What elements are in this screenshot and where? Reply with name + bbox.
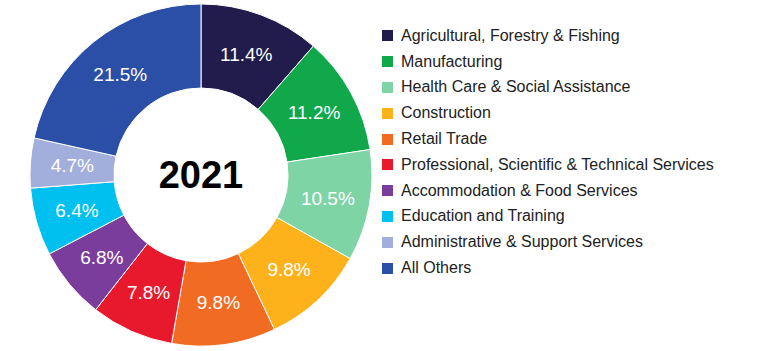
- svg-text:11.4%: 11.4%: [220, 44, 273, 65]
- html-text:All Others: All Others: [401, 259, 472, 277]
- html-text:Accommodation & Food Services: Accommodation & Food Services: [401, 181, 638, 199]
- html-text:2021: 2021: [158, 154, 244, 196]
- html-text:Agricultural, Forestry & Fishi: Agricultural, Forestry & Fishing: [401, 26, 620, 44]
- svg-text:11.2%: 11.2%: [288, 102, 341, 123]
- svg-text:4.7%: 4.7%: [51, 155, 94, 176]
- html-text:Retail Trade: Retail Trade: [401, 130, 488, 148]
- svg-text:9.8%: 9.8%: [267, 259, 310, 280]
- svg-text:9.8%: 9.8%: [197, 292, 240, 313]
- svg-text:21.5%: 21.5%: [93, 64, 147, 85]
- svg-text:7.8%: 7.8%: [127, 282, 170, 303]
- svg-text:10.5%: 10.5%: [301, 188, 355, 209]
- html-text:Health Care & Social Assistanc: Health Care & Social Assistance: [401, 78, 631, 96]
- html-text:Administrative & Support Servi: Administrative & Support Services: [401, 233, 643, 251]
- html-text:Education and Training: Education and Training: [401, 207, 565, 225]
- html-text:Manufacturing: Manufacturing: [401, 52, 503, 70]
- html-text:Professional, Scientific & Tec: Professional, Scientific & Technical Ser…: [401, 155, 714, 173]
- html-text:Construction: Construction: [401, 104, 491, 122]
- svg-text:6.8%: 6.8%: [80, 247, 123, 268]
- svg-text:6.4%: 6.4%: [55, 200, 98, 221]
